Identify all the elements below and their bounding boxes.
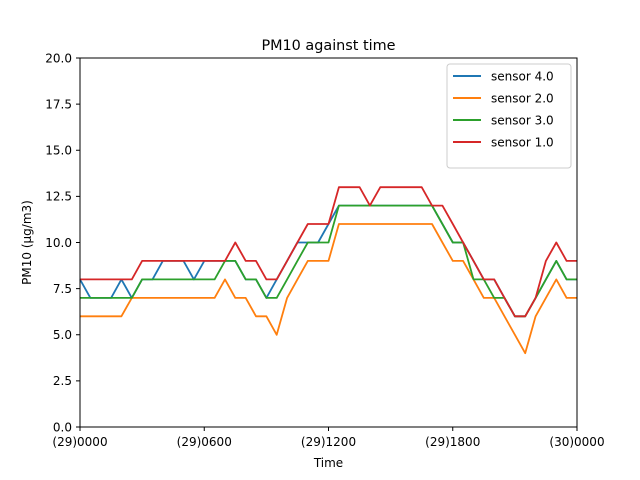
y-tick-label: 2.5 — [53, 374, 72, 388]
y-tick-label: 17.5 — [45, 97, 72, 111]
series-line-3 — [80, 204, 577, 318]
chart-title: PM10 against time — [261, 38, 395, 54]
x-tick-label: (29)1800 — [425, 435, 480, 449]
x-axis-label: Time — [313, 456, 343, 470]
y-tick-label: 12.5 — [45, 190, 72, 204]
legend-entry: sensor 4.0 — [491, 69, 554, 83]
y-axis: 0.0 2.5 5.0 7.5 10.0 12.5 15.0 17.5 20.0 — [45, 51, 80, 434]
x-tick-label: (30)0000 — [549, 435, 604, 449]
y-tick-label: 7.5 — [53, 282, 72, 296]
x-tick-label: (29)1200 — [301, 435, 356, 449]
x-tick-label: (29)0600 — [177, 435, 232, 449]
legend-entry: sensor 3.0 — [491, 113, 554, 127]
legend: sensor 4.0 sensor 2.0 sensor 3.0 sensor 1.0 — [446, 63, 572, 169]
y-tick-label: 0.0 — [53, 420, 72, 434]
x-axis: (29)0000 (29)0600 (29)1200 (29)1800 (30)0000 — [52, 427, 605, 449]
legend-entry: sensor 2.0 — [491, 91, 554, 105]
y-tick-label: 20.0 — [45, 51, 72, 65]
y-tick-label: 5.0 — [53, 328, 72, 342]
plot-area — [79, 186, 577, 355]
y-axis-label: PM10 (μg/m3) — [20, 200, 34, 285]
x-tick-label: (29)0000 — [52, 435, 107, 449]
legend-entry: sensor 1.0 — [491, 135, 554, 149]
y-tick-label: 10.0 — [45, 236, 72, 250]
series-line-4 — [80, 186, 577, 318]
y-tick-label: 15.0 — [45, 144, 72, 158]
